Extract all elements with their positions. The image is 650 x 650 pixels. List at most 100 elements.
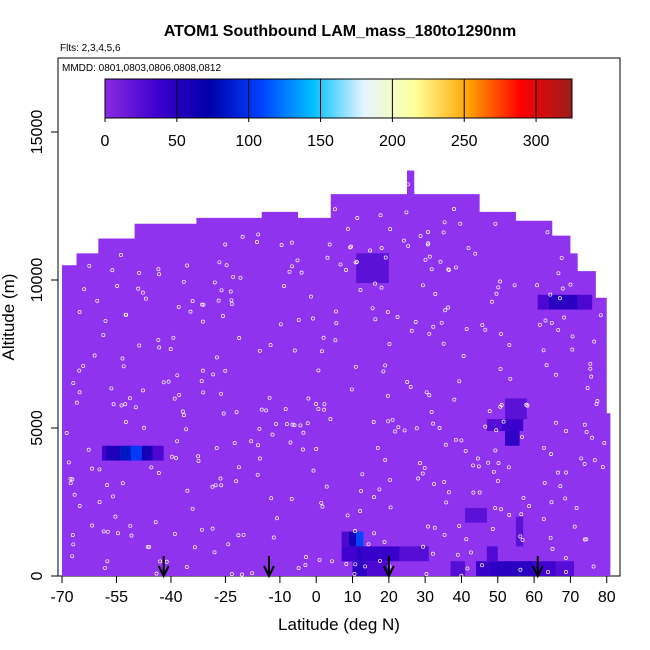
sample-point [226, 542, 231, 547]
sample-point [375, 446, 380, 450]
sample-point [219, 391, 224, 396]
sample-point [238, 275, 243, 280]
y-axis: 0 5000 10000 15000 [29, 110, 59, 580]
sample-point [498, 279, 503, 284]
sample-point [545, 230, 550, 235]
sample-point [171, 335, 176, 340]
sample-point [584, 537, 589, 542]
sample-point [426, 524, 430, 529]
sample-point [234, 479, 239, 484]
sample-point [554, 372, 558, 377]
sample-point [221, 314, 225, 319]
sample-point [217, 260, 222, 265]
sample-point [121, 364, 126, 369]
sample-point [218, 476, 223, 481]
sample-point [310, 316, 315, 321]
sample-point [320, 504, 325, 509]
sample-point [282, 284, 286, 288]
sample-point [86, 447, 91, 452]
sample-point [154, 571, 159, 576]
sample-point [156, 267, 161, 272]
sample-point [257, 456, 262, 461]
sample-point [563, 555, 568, 560]
sample-point [495, 478, 500, 483]
sample-point [236, 465, 241, 470]
sample-point [192, 545, 197, 550]
sample-point [90, 466, 94, 471]
sample-point [210, 484, 215, 489]
sample-point [518, 567, 523, 572]
sample-point [588, 361, 593, 366]
x-tick-label: 60 [525, 589, 543, 606]
plot-area [57, 57, 621, 579]
sample-point [431, 421, 436, 426]
sample-point [66, 460, 71, 465]
sample-point [489, 299, 494, 304]
sample-point [535, 283, 540, 288]
sample-point [382, 539, 387, 544]
sample-point [303, 563, 308, 568]
sample-point [377, 487, 382, 492]
sample-point [344, 268, 348, 272]
sample-point [334, 309, 338, 314]
sample-point [176, 304, 181, 309]
sample-point [349, 387, 354, 392]
sample-point [588, 366, 593, 371]
sample-point [316, 368, 321, 373]
sample-point [81, 363, 86, 368]
sample-point [483, 327, 488, 332]
sample-point [196, 458, 201, 463]
sample-point [156, 337, 161, 342]
sample-point [109, 386, 114, 391]
y-tick-label: 10000 [29, 258, 46, 303]
sample-point [105, 529, 110, 534]
heatmap-cell [399, 546, 429, 562]
sample-point [556, 271, 561, 276]
sample-point [366, 542, 371, 547]
sample-point [527, 504, 532, 509]
heatmap-cell [120, 445, 131, 461]
colorbar-tick-label: 50 [168, 133, 186, 150]
sample-point [383, 363, 388, 368]
sample-point [284, 422, 289, 427]
sample-point [306, 396, 311, 401]
sample-point [524, 402, 529, 407]
sample-point [546, 570, 550, 575]
sample-point [402, 428, 407, 433]
sample-point [110, 268, 115, 273]
sample-point [257, 348, 262, 353]
sample-point [420, 283, 425, 288]
sample-point [414, 426, 419, 431]
heatmap-cell [367, 561, 389, 576]
sample-point [405, 182, 410, 187]
sample-point [175, 439, 180, 444]
sample-point [90, 523, 95, 528]
sample-point [184, 427, 189, 432]
sample-point [494, 291, 499, 296]
sample-point [585, 386, 590, 391]
heatmap-cells [62, 170, 611, 577]
sample-point [147, 544, 152, 549]
sample-point [113, 514, 118, 519]
sample-point [422, 465, 427, 470]
sample-point [602, 441, 607, 445]
colorbar-gradient [104, 78, 573, 119]
sample-point [360, 472, 365, 477]
sample-point [212, 280, 217, 285]
sample-point [519, 512, 524, 517]
sample-point [304, 555, 309, 559]
heatmap-cell [152, 445, 164, 461]
sample-point [229, 298, 234, 303]
sample-point [327, 242, 332, 247]
sample-point [175, 373, 180, 378]
sample-point [542, 480, 547, 485]
sample-point [120, 481, 125, 486]
sample-point [385, 310, 390, 315]
heatmap-cell [476, 561, 491, 576]
sample-point [319, 349, 324, 354]
sample-point [296, 317, 301, 322]
sample-point [322, 402, 327, 407]
sample-point [377, 558, 382, 563]
sample-point [316, 406, 321, 411]
sample-point [442, 220, 447, 225]
